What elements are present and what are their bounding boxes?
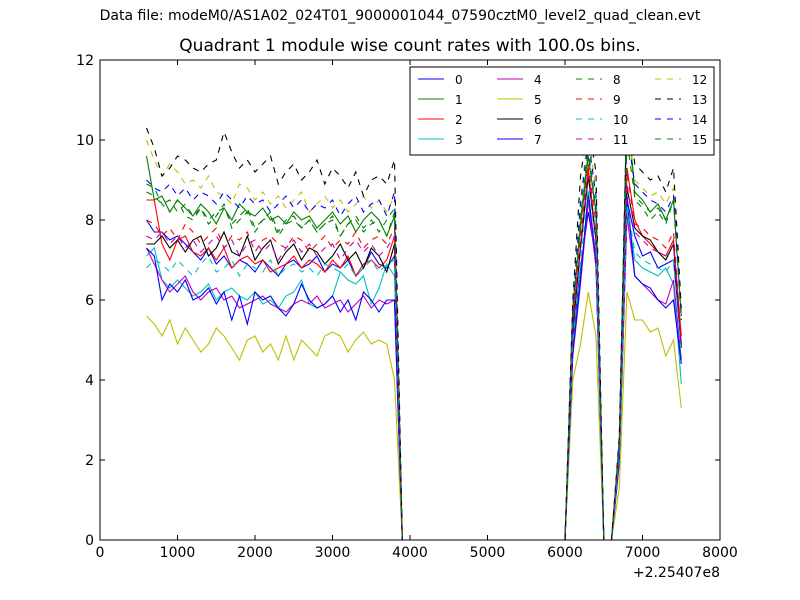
series-3-line (146, 195, 682, 541)
legend-label-14: 14 (692, 113, 707, 127)
y-tick-label: 2 (85, 453, 94, 469)
legend-label-5: 5 (534, 93, 542, 107)
y-tick-label: 10 (76, 133, 94, 149)
legend-label-11: 11 (613, 133, 628, 147)
x-tick-label: 7000 (625, 545, 661, 561)
series-8-line (146, 91, 682, 541)
legend-label-10: 10 (613, 113, 628, 127)
legend-label-15: 15 (692, 133, 707, 147)
series-7-line (146, 191, 682, 541)
series-4-line (146, 199, 682, 541)
axes-layer: 0 1000 2000 3000 4000 5000 6000 7000 80000246810… (76, 53, 738, 581)
x-tick-label: 8000 (702, 545, 738, 561)
legend-label-13: 13 (692, 93, 707, 107)
y-tick-label: 6 (85, 293, 94, 309)
x-tick-label: 0 (96, 545, 105, 561)
series-10-line (146, 187, 682, 541)
x-offset-label: +2.25407e8 (633, 565, 720, 581)
series-2-line (146, 167, 682, 541)
chart-title: Quadrant 1 module wise count rates with … (179, 36, 641, 56)
figure-suptitle: Data file: modeM0/AS1A02_024T01_90000010… (99, 8, 701, 24)
x-tick-label: 2000 (237, 545, 273, 561)
x-tick-label: 6000 (547, 545, 583, 561)
y-tick-label: 12 (76, 53, 94, 69)
series-layer (145, 91, 682, 541)
series-13-line (145, 103, 682, 541)
legend-label-2: 2 (455, 113, 463, 127)
series-6-line (146, 175, 682, 541)
series-0-line (146, 199, 682, 541)
legend-label-4: 4 (534, 73, 542, 87)
y-tick-label: 4 (85, 373, 94, 389)
legend-label-7: 7 (534, 133, 542, 147)
series-5-line (146, 291, 682, 541)
legend-label-9: 9 (613, 93, 621, 107)
legend-label-6: 6 (534, 113, 542, 127)
legend-label-12: 12 (692, 73, 707, 87)
legend-label-8: 8 (613, 73, 621, 87)
x-tick-label: 3000 (315, 545, 351, 561)
legend-box (409, 66, 715, 156)
x-tick-label: 1000 (160, 545, 196, 561)
series-9-line (146, 163, 682, 541)
y-tick-label: 0 (85, 533, 94, 549)
series-15-line (146, 139, 682, 541)
x-tick-label: 4000 (392, 545, 428, 561)
legend-label-1: 1 (455, 93, 463, 107)
x-tick-label: 5000 (470, 545, 506, 561)
y-tick-label: 8 (85, 213, 94, 229)
series-11-line (146, 171, 682, 541)
legend-label-3: 3 (455, 133, 463, 147)
legend-label-0: 0 (455, 73, 463, 87)
